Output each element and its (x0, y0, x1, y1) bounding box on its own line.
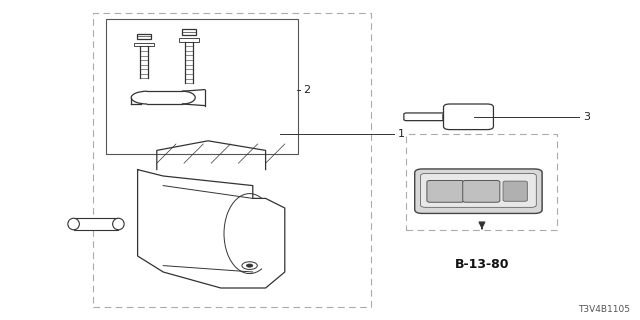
Bar (106, 19, 298, 154)
Bar (406, 134, 557, 230)
Bar (134, 43, 154, 46)
FancyBboxPatch shape (444, 104, 493, 130)
FancyBboxPatch shape (463, 180, 500, 202)
FancyBboxPatch shape (503, 181, 527, 201)
Ellipse shape (68, 218, 79, 230)
Bar (137, 34, 151, 39)
Text: 2: 2 (303, 84, 310, 95)
FancyBboxPatch shape (404, 113, 451, 121)
Bar (74, 218, 118, 230)
Bar (179, 38, 198, 42)
Text: 3: 3 (584, 112, 591, 122)
FancyBboxPatch shape (427, 180, 464, 202)
FancyBboxPatch shape (420, 173, 536, 207)
Text: T3V4B1105: T3V4B1105 (579, 305, 630, 314)
Bar (182, 29, 196, 35)
Bar (93, 13, 371, 307)
Polygon shape (534, 171, 542, 211)
FancyBboxPatch shape (415, 169, 542, 213)
Circle shape (246, 264, 253, 267)
Ellipse shape (113, 218, 124, 230)
Text: 1: 1 (398, 129, 405, 140)
Text: B-13-80: B-13-80 (454, 258, 509, 270)
